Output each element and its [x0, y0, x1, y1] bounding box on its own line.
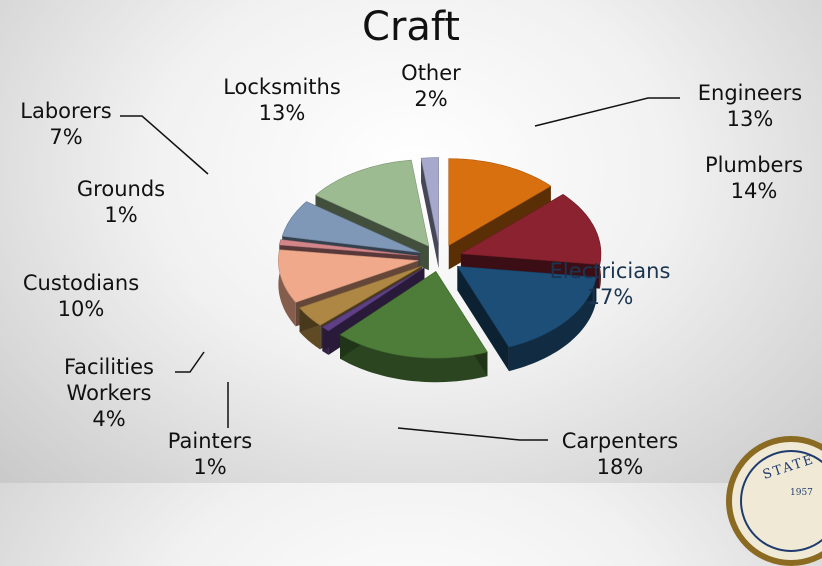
label-locksmiths: Locksmiths 13% — [200, 74, 364, 126]
seal-inner-ring: STATE 1957 — [740, 450, 822, 552]
slice-top-other — [420, 157, 439, 245]
slice-top-carpenters — [339, 270, 488, 359]
slice-electricians — [456, 266, 597, 372]
label-locksmiths-name: Locksmiths — [223, 75, 341, 99]
label-plumbers: Plumbers 14% — [686, 152, 822, 204]
label-custodians-name: Custodians — [22, 271, 140, 295]
label-electricians-pct: 17% — [586, 285, 634, 309]
label-plumbers-name: Plumbers — [704, 153, 804, 177]
label-electricians-name: Electricians — [549, 259, 671, 283]
slice-top-laborers — [281, 201, 420, 253]
slice-edge-other-0 — [421, 158, 439, 269]
slice-carpenters — [339, 270, 488, 383]
leader-line-facilities — [175, 351, 205, 373]
chart-title: Craft — [362, 4, 460, 50]
label-engineers-pct: 13% — [726, 107, 774, 131]
label-engineers: Engineers 13% — [680, 80, 820, 132]
leader-line-engineers — [534, 97, 680, 127]
label-laborers: Laborers 7% — [6, 98, 126, 150]
label-laborers-pct: 7% — [49, 125, 83, 149]
label-painters: Painters 1% — [150, 428, 270, 480]
label-carpenters: Carpenters 18% — [545, 428, 695, 480]
slice-top-facilities-workers — [298, 265, 423, 326]
slice-edge-electricians-1 — [457, 266, 509, 372]
label-carpenters-name: Carpenters — [561, 429, 679, 453]
label-facilities-line1: Facilities — [64, 355, 154, 379]
slice-other — [420, 157, 439, 269]
seal-text: STATE — [760, 452, 817, 483]
slice-side-custodians — [278, 249, 296, 327]
slice-top-grounds — [279, 239, 419, 257]
label-engineers-name: Engineers — [697, 81, 803, 105]
label-other-pct: 2% — [414, 87, 448, 111]
label-facilities-workers: Facilities Workers 4% — [44, 354, 174, 432]
slice-top-engineers — [448, 158, 552, 247]
label-carpenters-pct: 18% — [596, 455, 644, 479]
label-grounds-pct: 1% — [104, 203, 138, 227]
leader-line-laborers — [120, 115, 209, 175]
slice-top-painters — [321, 267, 425, 332]
slice-side-electricians — [508, 277, 597, 372]
label-painters-pct: 1% — [193, 455, 227, 479]
label-facilities-pct: 4% — [92, 407, 126, 431]
label-electricians: Electricians 17% — [530, 258, 690, 310]
leader-line-carpenters — [397, 427, 548, 441]
label-grounds: Grounds 1% — [56, 176, 186, 228]
slice-top-locksmiths — [314, 159, 430, 247]
seal-year: 1957 — [790, 488, 813, 498]
label-custodians: Custodians 10% — [6, 270, 156, 322]
slice-top-custodians — [278, 249, 419, 303]
slice-side-carpenters — [340, 334, 488, 383]
pie-chart — [120, 97, 680, 441]
slice-top-plumbers — [459, 194, 602, 266]
label-plumbers-pct: 14% — [730, 179, 778, 203]
label-custodians-pct: 10% — [57, 297, 105, 321]
label-laborers-name: Laborers — [20, 99, 112, 123]
label-painters-name: Painters — [167, 429, 253, 453]
label-facilities-line2: Workers — [66, 381, 152, 405]
slice-top-electricians — [456, 266, 597, 348]
label-other: Other 2% — [376, 60, 486, 112]
label-grounds-name: Grounds — [76, 177, 166, 201]
label-locksmiths-pct: 13% — [258, 101, 306, 125]
label-other-name: Other — [401, 61, 461, 85]
